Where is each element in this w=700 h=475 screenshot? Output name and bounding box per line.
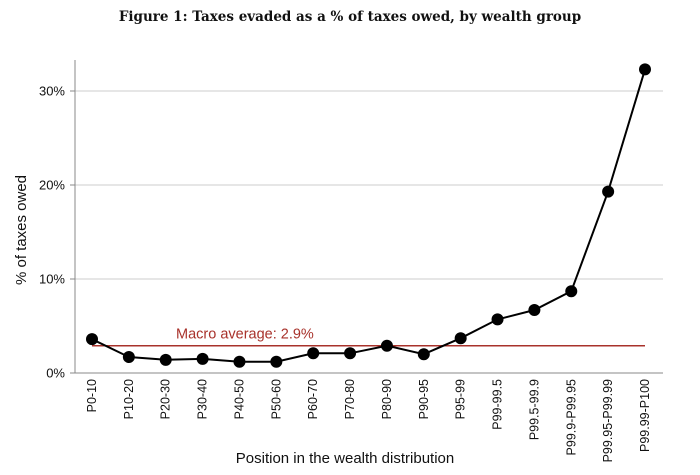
data-point <box>159 353 172 366</box>
x-tick-label: P70-80 <box>343 379 357 419</box>
x-tick-label: P99.95-P99.99 <box>601 379 615 462</box>
x-tick-label: P60-70 <box>306 379 320 419</box>
data-point <box>86 333 98 346</box>
axes <box>70 60 663 374</box>
series-line <box>91 69 646 363</box>
series-group <box>86 63 651 368</box>
x-tick-label: P10-20 <box>122 379 136 419</box>
x-axis-label: Position in the wealth distribution <box>236 450 454 467</box>
data-point <box>454 332 467 345</box>
x-tick-label: P90-95 <box>417 379 431 419</box>
figure-title: Figure 1: Taxes evaded as a % of taxes o… <box>118 9 582 25</box>
y-tick-label: 20% <box>39 178 65 193</box>
data-point <box>602 185 615 198</box>
x-tick-label: P50-60 <box>269 379 283 419</box>
x-tick-label: P99.9-P99.95 <box>564 379 578 455</box>
data-point <box>380 339 393 352</box>
x-tick-label: P20-30 <box>159 379 173 419</box>
x-tick-label: P99.5-99.9 <box>527 379 541 440</box>
data-point <box>270 355 283 368</box>
x-tick-label: P30-40 <box>196 379 210 419</box>
macro-average-label: Macro average: 2.9% <box>176 327 314 343</box>
y-tick-label: 0% <box>46 366 65 381</box>
reference-line-group: Macro average: 2.9% <box>92 327 645 347</box>
data-point <box>565 285 578 298</box>
gridlines <box>75 90 663 374</box>
x-tick-label: P40-50 <box>232 379 246 419</box>
y-axis-label: % of taxes owed <box>13 175 30 285</box>
x-tick-label: P0-10 <box>85 379 99 412</box>
data-point <box>122 351 135 364</box>
x-tick-label: P95-99 <box>454 379 468 419</box>
y-tick-labels: 0% 10% 20% 30% <box>39 84 65 381</box>
x-tick-label: P99-99.5 <box>491 379 505 430</box>
data-point <box>491 313 504 326</box>
data-point <box>233 355 246 368</box>
x-tick-label: P99.99-P100 <box>638 379 652 452</box>
data-point <box>196 352 209 365</box>
y-tick-label: 10% <box>39 272 65 287</box>
data-point <box>307 347 320 360</box>
x-tick-label: P80-90 <box>380 379 394 419</box>
x-tick-labels: P0-10 P10-20 P20-30 P30-40 P40-50 P50-60 P60-7… <box>85 379 652 462</box>
data-point <box>417 348 430 361</box>
y-tick-label: 30% <box>39 84 65 99</box>
data-point <box>528 304 541 317</box>
data-point <box>639 63 651 76</box>
data-point <box>344 347 357 360</box>
